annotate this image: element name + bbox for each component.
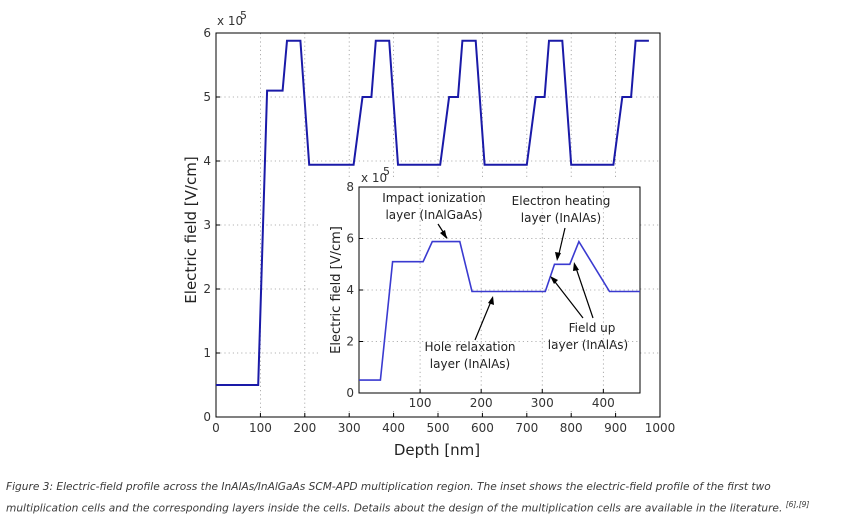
arrow-field-up-2-head bbox=[573, 262, 579, 271]
main-x-axis-label: Depth [nm] bbox=[394, 441, 480, 459]
arrow-hole-relaxation bbox=[474, 298, 493, 341]
x-tick-label: 700 bbox=[515, 421, 538, 435]
annotation-electron-heating-line1: Electron heating bbox=[512, 194, 611, 208]
x-tick-label: 300 bbox=[531, 396, 554, 410]
inset-ticks: 100 200 300 400 0 2 4 6 8 bbox=[346, 180, 614, 410]
y-tick-label: 4 bbox=[203, 154, 211, 168]
y-tick-label: 0 bbox=[346, 386, 354, 400]
x-tick-label: 0 bbox=[212, 421, 220, 435]
arrow-field-up-1 bbox=[551, 277, 584, 319]
annotation-impact-ionization-line1: Impact ionization bbox=[382, 191, 486, 205]
x-tick-label: 100 bbox=[249, 421, 272, 435]
y-tick-label: 2 bbox=[346, 335, 354, 349]
x-tick-label: 400 bbox=[382, 421, 405, 435]
annotation-arrows bbox=[437, 223, 594, 341]
annotation-field-up-line1: Field up bbox=[569, 321, 616, 335]
arrow-hole-relaxation-head bbox=[488, 296, 494, 305]
x-tick-label: 300 bbox=[338, 421, 361, 435]
arrow-field-up-2 bbox=[574, 264, 594, 319]
arrow-field-up-1-head bbox=[550, 276, 558, 284]
main-series-line bbox=[216, 39, 649, 386]
x-tick-label: 200 bbox=[470, 396, 493, 410]
figure-caption: Figure 3: Electric-field profile across … bbox=[6, 479, 841, 518]
main-y-exponent: 5 bbox=[240, 9, 247, 22]
y-tick-label: 1 bbox=[203, 346, 211, 360]
y-tick-label: 8 bbox=[346, 180, 354, 194]
y-tick-label: 6 bbox=[203, 26, 211, 40]
x-tick-label: 400 bbox=[592, 396, 615, 410]
annotation-hole-relaxation-line1: Hole relaxation bbox=[424, 340, 515, 354]
arrow-impact-ionization-head bbox=[440, 230, 447, 239]
inset-chart: 100 200 300 400 0 2 4 6 8 x 10 5 Electric field … bbox=[320, 165, 641, 410]
x-tick-label: 600 bbox=[471, 421, 494, 435]
annotation-impact-ionization-line2: layer (InAlGaAs) bbox=[385, 208, 482, 222]
annotation-field-up-line2: layer (InAlAs) bbox=[548, 338, 628, 352]
y-tick-label: 4 bbox=[346, 283, 354, 297]
inset-series-line bbox=[359, 239, 640, 381]
caption-references: [6],[9] bbox=[785, 500, 810, 509]
figure: 0 100 200 300 400 500 600 700 800 900 10000123456 … bbox=[182, 9, 675, 459]
x-tick-label: 100 bbox=[409, 396, 432, 410]
y-tick-label: 6 bbox=[346, 232, 354, 246]
x-tick-label: 1000 bbox=[645, 421, 676, 435]
inset-grid bbox=[359, 187, 640, 393]
annotation-hole-relaxation-line2: layer (InAlAs) bbox=[430, 357, 510, 371]
arrow-electron-heating-head bbox=[555, 252, 561, 261]
inset-y-axis-label: Electric field [V/cm] bbox=[329, 226, 344, 354]
inset-y-exponent: 5 bbox=[383, 165, 390, 178]
main-y-axis-label: Electric field [V/cm] bbox=[182, 156, 200, 303]
inset-y-multiplier: x 10 bbox=[361, 171, 387, 185]
annotation-electron-heating-line2: layer (InAlAs) bbox=[521, 211, 601, 225]
y-tick-label: 0 bbox=[203, 410, 211, 424]
main-y-multiplier: x 10 bbox=[217, 14, 243, 28]
y-tick-label: 5 bbox=[203, 90, 211, 104]
x-tick-label: 500 bbox=[427, 421, 450, 435]
caption-text: Figure 3: Electric-field profile across … bbox=[6, 481, 783, 515]
x-tick-label: 200 bbox=[293, 421, 316, 435]
y-tick-label: 2 bbox=[203, 282, 211, 296]
x-tick-label: 900 bbox=[604, 421, 627, 435]
x-tick-label: 800 bbox=[560, 421, 583, 435]
y-tick-label: 3 bbox=[203, 218, 211, 232]
